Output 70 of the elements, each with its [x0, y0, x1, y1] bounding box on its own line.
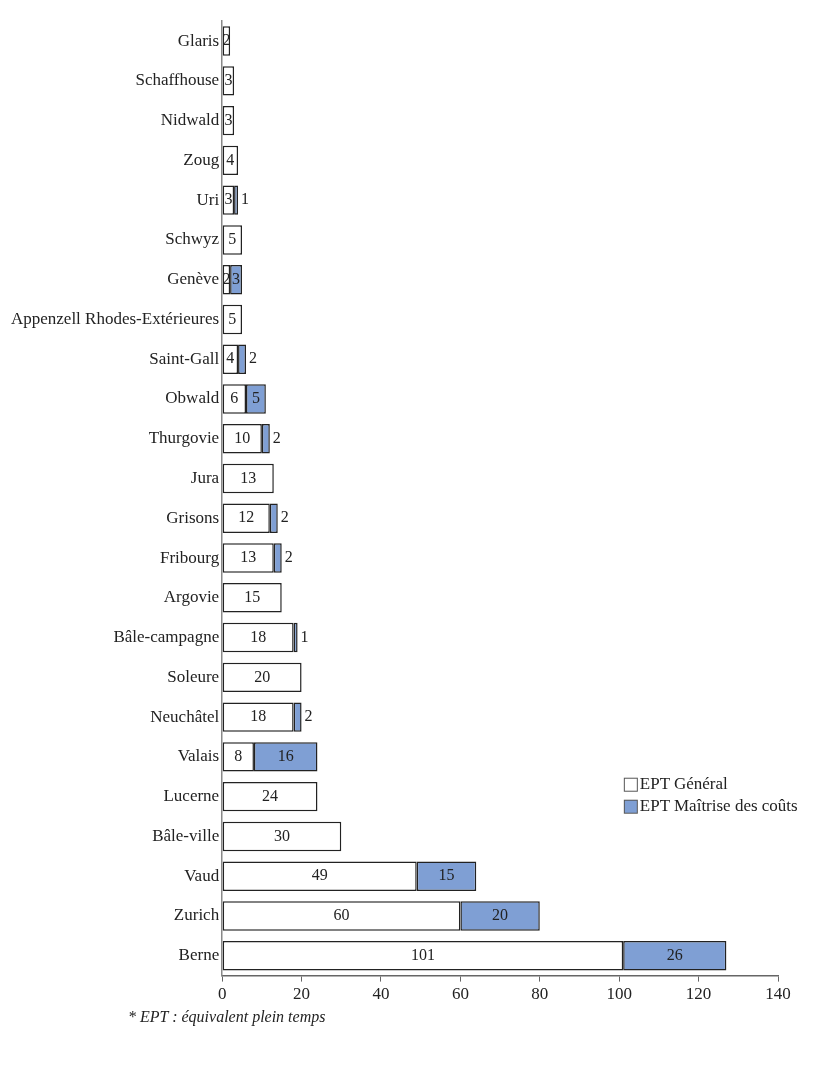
data-label: 5 — [228, 230, 237, 248]
data-label: 5 — [251, 389, 260, 407]
data-label: 101 — [410, 945, 435, 963]
data-label: 18 — [250, 707, 267, 725]
legend-label: EPT Général — [639, 774, 729, 794]
data-label: 2 — [249, 349, 257, 367]
y-tick-label: Berne — [178, 945, 220, 965]
data-label: 8 — [234, 747, 243, 765]
data-label: 49 — [311, 866, 328, 884]
legend-label: EPT Maîtrise des coûts — [639, 796, 798, 816]
data-label: 3 — [224, 71, 233, 89]
y-tick-label: Appenzell Rhodes-Extérieures — [10, 308, 220, 328]
data-label: 3 — [232, 269, 241, 287]
y-tick-label: Schaffhouse — [135, 70, 220, 90]
x-tick-label: 80 — [531, 984, 549, 1004]
text: * EPT : équivalent plein temps — [128, 1008, 327, 1026]
x-tick-label: 20 — [293, 984, 311, 1004]
data-label: 26 — [666, 945, 683, 963]
data-label: 10 — [234, 428, 251, 446]
data-label: 13 — [240, 548, 257, 566]
x-tick-label: 0 — [217, 984, 227, 1004]
data-label: 4 — [226, 150, 235, 168]
y-tick-label: Fribourg — [159, 547, 220, 567]
data-label: 5 — [228, 309, 237, 327]
data-label: 1 — [300, 627, 309, 645]
data-label: 20 — [254, 667, 271, 685]
data-label: 2 — [284, 548, 293, 566]
data-label: 3 — [224, 110, 233, 128]
y-tick-label: Nidwald — [160, 110, 220, 130]
data-label: 13 — [240, 468, 257, 486]
data-label: 2 — [304, 707, 313, 725]
data-label: 3 — [224, 190, 233, 208]
y-tick-label: Obwald — [165, 388, 220, 408]
y-tick-label: Bâle-campagne — [113, 627, 220, 647]
y-tick-label: Lucerne — [163, 786, 220, 806]
y-tick-label: Zurich — [173, 905, 220, 925]
y-tick-label: Argovie — [163, 587, 220, 607]
x-tick-label: 60 — [451, 984, 469, 1004]
data-label: 15 — [244, 588, 261, 606]
x-tick-label: 140 — [765, 984, 791, 1004]
y-tick-label: Zoug — [183, 149, 220, 169]
data-label: 24 — [262, 786, 279, 804]
y-tick-label: Grisons — [166, 507, 220, 527]
x-tick-label: 100 — [606, 984, 632, 1004]
y-tick-label: Neuchâtel — [150, 706, 220, 726]
y-tick-label: Schwyz — [165, 229, 220, 249]
data-label: 16 — [277, 747, 294, 765]
data-label: 30 — [273, 826, 290, 844]
data-label: 6 — [230, 389, 239, 407]
data-label: 18 — [250, 627, 267, 645]
data-label: 2 — [272, 428, 281, 446]
x-tick-label: 120 — [685, 984, 712, 1004]
y-tick-label: Vaud — [184, 865, 220, 885]
data-label: 1 — [241, 190, 250, 208]
y-tick-label: Valais — [177, 746, 220, 766]
y-tick-label: Saint-Gall — [149, 348, 220, 368]
y-tick-label: Bâle-ville — [152, 825, 220, 845]
data-label: 20 — [492, 906, 509, 924]
y-tick-label: Glaris — [177, 30, 220, 50]
data-label: 4 — [226, 349, 235, 367]
y-tick-label: Jura — [190, 467, 220, 487]
data-label: 12 — [238, 508, 255, 526]
y-tick-label: Thurgovie — [148, 428, 220, 448]
y-tick-label: Soleure — [167, 666, 220, 686]
y-tick-label: Genève — [167, 269, 220, 289]
data-label: 2 — [280, 508, 289, 526]
y-tick-label: Uri — [196, 189, 220, 209]
data-label: 60 — [333, 906, 350, 924]
x-tick-label: 40 — [372, 984, 390, 1004]
data-label: 15 — [438, 866, 455, 884]
